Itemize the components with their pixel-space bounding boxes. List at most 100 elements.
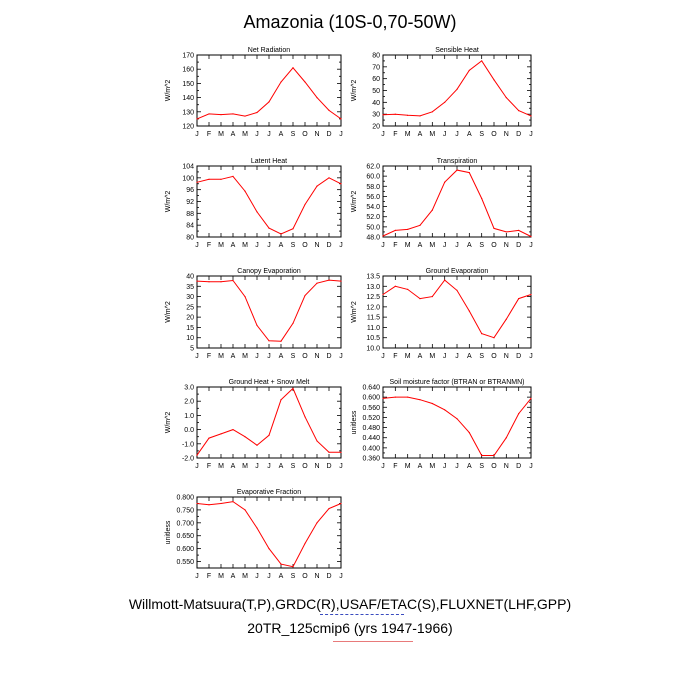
x-tick-label: F: [393, 463, 397, 470]
data-point: [431, 209, 433, 211]
x-tick-label: J: [339, 463, 343, 470]
y-tick-label: 50.0: [366, 224, 380, 231]
data-point: [444, 279, 446, 281]
y-tick-label: 40: [186, 274, 194, 281]
y-axis-label: W/m^2: [351, 80, 358, 102]
x-tick-label: J: [443, 242, 447, 249]
y-tick-label: 0.640: [362, 385, 380, 392]
data-point: [292, 387, 294, 390]
x-tick-label: F: [393, 131, 397, 138]
x-tick-label: F: [207, 573, 211, 580]
y-tick-label: 56.0: [366, 194, 380, 201]
x-tick-label: A: [231, 463, 236, 470]
x-tick-label: J: [339, 242, 343, 249]
x-tick-label: N: [504, 463, 509, 470]
y-tick-label: 48.0: [366, 235, 380, 242]
x-tick-label: N: [314, 242, 319, 249]
x-tick-label: M: [218, 573, 224, 580]
plot-frame: [196, 386, 342, 459]
x-tick-label: N: [504, 242, 509, 249]
x-tick-label: S: [291, 131, 296, 138]
x-tick-label: D: [516, 463, 521, 470]
data-point: [444, 409, 446, 411]
data-point: [340, 280, 342, 282]
data-point: [220, 502, 222, 505]
x-tick-label: O: [491, 242, 497, 249]
data-point: [196, 454, 198, 456]
panel-title: Ground Evaporation: [426, 268, 489, 275]
data-point: [518, 229, 520, 232]
data-point: [518, 110, 520, 112]
x-tick-label: A: [467, 463, 472, 470]
x-tick-label: J: [255, 242, 259, 249]
series-line: [196, 387, 341, 456]
x-tick-label: A: [418, 353, 423, 360]
x-tick-label: J: [195, 353, 199, 360]
y-tick-label: 70: [372, 64, 380, 71]
data-point: [316, 282, 318, 284]
x-tick-label: O: [302, 353, 308, 360]
data-point: [268, 340, 270, 342]
data-point: [419, 115, 421, 117]
data-point: [304, 203, 306, 206]
data-point: [244, 295, 246, 298]
x-tick-label: N: [314, 573, 319, 580]
data-point: [220, 281, 222, 283]
x-tick-label: J: [339, 573, 343, 580]
x-tick-label: M: [218, 353, 224, 360]
x-tick-label: J: [195, 242, 199, 249]
chart-panel-4: Transpiration W/m^2 48.0 50.0 52.0 54.0 56.0 58…: [351, 158, 533, 249]
data-point: [196, 118, 198, 120]
y-tick-label: 0.650: [176, 533, 194, 540]
x-tick-label: A: [279, 573, 284, 580]
x-tick-label: J: [529, 463, 533, 470]
x-tick-label: O: [302, 573, 308, 580]
x-tick-label: A: [418, 463, 423, 470]
y-tick-label: 92: [186, 199, 194, 206]
y-tick-label: 0.750: [176, 507, 194, 514]
data-point: [292, 322, 294, 324]
x-tick-label: J: [443, 353, 447, 360]
chart-panel-8: Soil moisture factor (BTRAN or BTRANMN) u…: [351, 379, 533, 470]
data-point: [407, 114, 409, 116]
data-point: [419, 399, 421, 401]
x-tick-label: J: [455, 353, 459, 360]
y-tick-label: 130: [182, 109, 194, 116]
plot-frame: [196, 54, 342, 127]
x-tick-label: D: [516, 353, 521, 360]
data-point: [304, 416, 306, 418]
y-axis-label: unitless: [165, 520, 172, 544]
series-line: [382, 60, 532, 117]
data-point: [244, 190, 246, 192]
y-tick-label: 54.0: [366, 204, 380, 211]
data-point: [232, 113, 234, 115]
plot-frame: [196, 165, 342, 238]
figure-title: Amazonia (10S-0,70-50W): [243, 12, 457, 32]
y-tick-label: 0.440: [362, 435, 380, 442]
y-tick-label: -1.0: [182, 441, 194, 448]
x-tick-label: D: [326, 463, 331, 470]
x-tick-label: D: [326, 353, 331, 360]
x-tick-label: J: [381, 463, 385, 470]
data-point: [481, 197, 483, 200]
footer-case: 20TR_125cmip6 (yrs 1947-1966): [247, 620, 453, 636]
data-point: [493, 337, 495, 339]
data-point: [280, 563, 282, 565]
y-tick-label: 11.5: [367, 315, 380, 322]
x-tick-label: J: [267, 573, 271, 580]
data-point: [280, 233, 282, 235]
x-tick-label: O: [491, 353, 497, 360]
y-tick-label: 150: [182, 81, 194, 88]
data-point: [256, 444, 258, 446]
data-point: [481, 333, 483, 335]
x-tick-label: M: [242, 353, 248, 360]
x-tick-label: A: [279, 131, 284, 138]
x-tick-label: J: [195, 131, 199, 138]
data-point: [505, 231, 507, 233]
x-tick-label: F: [207, 353, 211, 360]
x-tick-label: D: [326, 573, 331, 580]
y-tick-label: 60: [372, 76, 380, 83]
data-point: [292, 67, 294, 69]
x-tick-label: M: [405, 463, 411, 470]
